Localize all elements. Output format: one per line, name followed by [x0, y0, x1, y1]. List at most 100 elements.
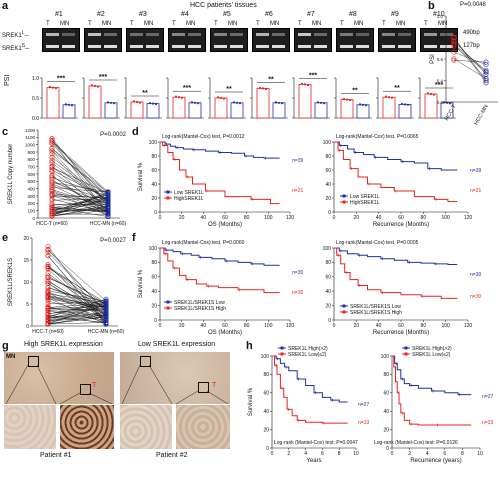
legend-label-low: SREK1L/SREK1S Low	[174, 300, 225, 306]
pair-line	[47, 292, 107, 324]
y-tick-label: 100	[261, 354, 270, 360]
x-tick-label: 6	[321, 451, 324, 457]
x-axis-label: Recurrence (Months)	[373, 330, 429, 336]
bar-normal	[314, 102, 328, 119]
panel-label-c: c	[2, 126, 9, 138]
data-point-normal	[105, 194, 111, 200]
survival-curve-high	[272, 355, 348, 424]
y-tick-label: 0	[26, 324, 29, 330]
significance-stars: ***	[183, 85, 191, 92]
p-value: P=0.0002	[100, 132, 127, 138]
x-tick-label: 80	[244, 323, 250, 329]
bar-tumor	[214, 97, 228, 119]
bar-tumor	[130, 101, 144, 119]
data-point-tumor	[49, 154, 55, 160]
data-point-tumor	[135, 100, 139, 104]
data-point-tumor	[49, 182, 55, 188]
data-point-tumor	[222, 97, 226, 100]
y-tick-label: 700	[27, 164, 35, 169]
y-tick-label: 60	[263, 391, 269, 397]
legend-marker-low	[280, 346, 284, 350]
data-point-tumor	[451, 39, 457, 45]
data-point-normal	[406, 103, 410, 106]
y-tick-label: 0.0	[32, 116, 39, 122]
data-point-normal	[103, 321, 109, 327]
y-tick-label: 80	[383, 372, 389, 378]
pair-line	[51, 143, 109, 208]
y-tick-label: 15	[23, 258, 29, 264]
y-tick-label: 20	[23, 236, 29, 242]
bar-tumor	[46, 87, 60, 119]
panel-d-right-km: 0 20 40 60 80 100 0 20 40 60 80 100 120 Log-rank(Mant…	[323, 134, 482, 228]
lane-label-t: T	[172, 21, 176, 27]
pair-line	[51, 169, 109, 200]
gel-label-low: SREK1S─	[2, 43, 30, 53]
case-label: #9	[391, 11, 399, 18]
y-tick-label: 600	[27, 172, 35, 177]
data-point-tumor	[49, 205, 55, 211]
pair-line	[47, 303, 107, 315]
data-point-normal	[105, 196, 111, 202]
survival-curve-low	[272, 355, 348, 403]
n-label-low: n=39	[292, 158, 303, 164]
panel-h-left-km: 0 20 40 60 80 100 0 2 4 6 8 10 Log-rank (Mantel-Cox)…	[248, 346, 369, 464]
lane-label-mn: MN	[60, 21, 70, 27]
data-point-tumor	[49, 207, 55, 213]
data-point-normal	[112, 102, 116, 105]
zoom-high-mn	[4, 405, 56, 449]
y-tick-label: 200	[27, 201, 35, 206]
pair-line	[453, 41, 487, 73]
y-tick-label: 40	[383, 409, 389, 415]
gel-band	[46, 33, 59, 36]
data-point-tumor	[264, 87, 268, 91]
y-tick-label: 100	[323, 246, 332, 252]
gel-band	[298, 33, 311, 36]
data-point-tumor	[219, 96, 223, 100]
patient-1-label: Patient #1	[40, 452, 72, 459]
x-category-label: HCC-MN	[473, 104, 489, 126]
gel-band	[188, 33, 201, 36]
x-tick-label: 0	[159, 215, 162, 221]
significance-stars: ***	[435, 82, 443, 89]
y-tick-label: 0.8	[437, 35, 444, 40]
data-point-tumor	[300, 82, 304, 85]
y-tick-label: 100	[323, 140, 332, 146]
bar-normal	[398, 104, 412, 119]
x-tick-label: 100	[264, 215, 273, 221]
psi-axis-label: PSI	[4, 74, 11, 86]
logrank-test-label: Log-rank(Mantel-Cox) test, P=0.0005	[336, 240, 419, 246]
gel-band	[382, 33, 395, 36]
gel-band	[214, 45, 227, 48]
y-tick-label: 80	[263, 372, 269, 378]
pair-line	[51, 198, 109, 213]
data-point-tumor	[45, 280, 51, 286]
data-point-tumor	[49, 167, 55, 173]
panel-label-d: d	[132, 126, 139, 138]
data-point-tumor	[45, 265, 51, 271]
legend-label-high: SREK1L/SREK1S High	[174, 306, 226, 312]
legend-marker-high	[342, 200, 346, 204]
gel-image	[252, 28, 290, 52]
case-label: #1	[55, 11, 63, 18]
bp-high-label: 490bp	[463, 30, 480, 36]
x-tick-label: 4	[304, 451, 307, 457]
case-label: #4	[181, 11, 189, 18]
pair-line	[47, 297, 107, 314]
pair-line	[51, 162, 109, 209]
data-point-normal	[319, 101, 323, 104]
lane-label-t: T	[256, 21, 260, 27]
t-label-1: T	[92, 382, 97, 389]
data-point-normal	[64, 103, 68, 106]
gel-band	[146, 33, 159, 36]
gel-image	[210, 28, 248, 52]
data-point-tumor	[342, 97, 346, 101]
data-point-normal	[400, 102, 404, 106]
legend-marker-high	[166, 196, 170, 200]
gel-band	[104, 33, 117, 36]
bar-tumor	[340, 99, 354, 119]
data-point-tumor	[345, 98, 349, 101]
x-tick-label: 0	[391, 451, 394, 457]
pair-line	[51, 160, 109, 202]
y-tick-label: 100	[149, 246, 158, 252]
data-point-normal	[232, 101, 236, 104]
